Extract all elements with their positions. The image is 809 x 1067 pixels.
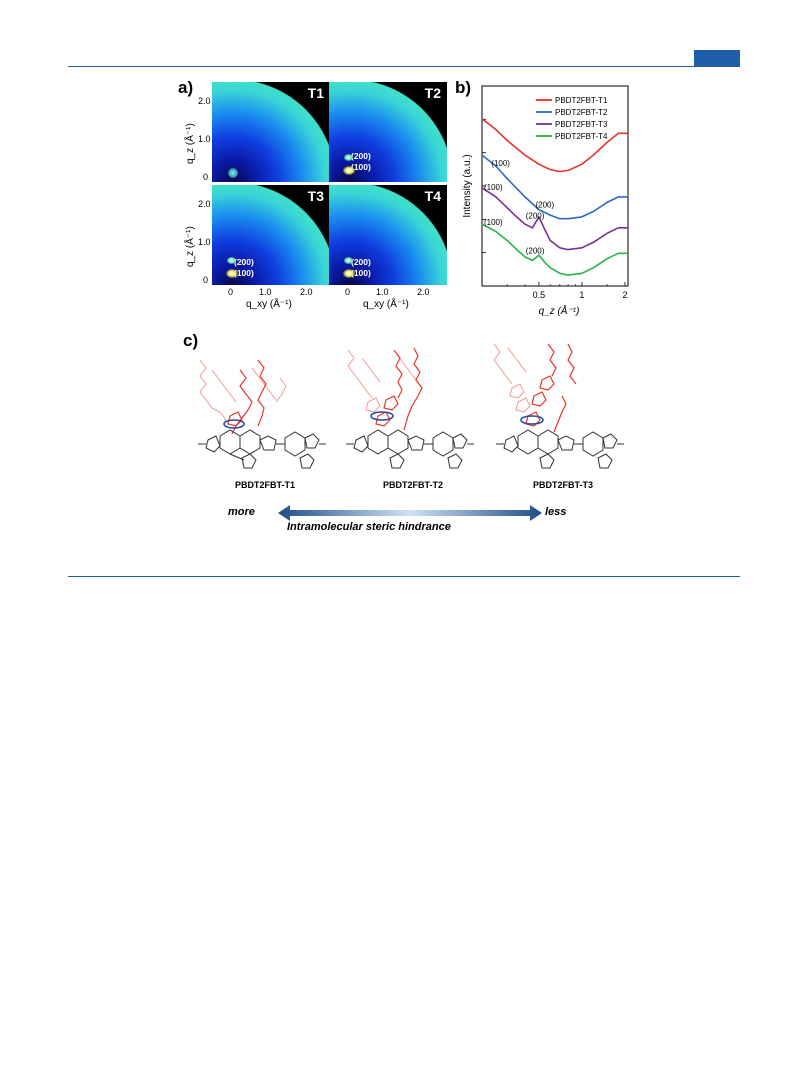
giwaxs-panel-t1: T1	[212, 82, 330, 182]
peak-annotation: (200)	[526, 211, 545, 220]
peak-label-100: (100)	[351, 268, 371, 278]
x-tick: 0	[345, 287, 351, 297]
x-tick-label: 1	[579, 290, 584, 300]
y-tick: 2.0	[198, 199, 211, 209]
arrow-caption: Intramolecular steric hindrance	[287, 521, 451, 533]
x-axis-label-right: q_xy (Å⁻¹)	[363, 299, 409, 310]
intensity-line-chart: 0.5 1 2 q_z (Å⁻¹) Intensity (a.u.) PBDT2FBT-T…	[462, 85, 629, 317]
y-tick: 1.0	[198, 134, 211, 144]
x-tick-label: 0.5	[533, 290, 546, 300]
header-tab	[694, 50, 740, 66]
y-axis-label: Intensity (a.u.)	[462, 154, 473, 217]
legend-entry-4: PBDT2FBT-T4	[555, 132, 608, 141]
y-tick: 2.0	[198, 96, 211, 106]
steric-hindrance-arrow	[278, 505, 542, 521]
peak-spot-100	[343, 269, 355, 278]
molecule-label-t3: PBDT2FBT-T3	[532, 480, 593, 490]
peak-label-100: (100)	[234, 268, 254, 278]
x-tick: 0	[228, 287, 234, 297]
x-tick: 2.0	[300, 287, 313, 297]
arrow-left-label: more	[228, 506, 255, 518]
peak-annotation: (100)	[484, 218, 503, 227]
panel-a-label: a)	[178, 78, 194, 97]
y-tick: 1.0	[198, 237, 211, 247]
y-tick: 0	[203, 275, 209, 285]
molecule-label-t1: PBDT2FBT-T1	[234, 480, 295, 490]
beam-spot	[228, 168, 238, 178]
x-tick: 1.0	[376, 287, 389, 297]
panel-tag: T1	[307, 85, 324, 101]
structure-t2	[346, 347, 474, 469]
panel-c-label: c)	[183, 331, 199, 350]
peak-annotation: (100)	[491, 159, 510, 168]
structure-t3	[493, 343, 624, 469]
peak-label-100: (100)	[351, 162, 371, 172]
panel-b-label: b)	[455, 78, 472, 97]
peak-spot-200	[344, 154, 353, 161]
giwaxs-panel-t3: T3 (200) (100)	[212, 185, 330, 285]
series-line-2	[481, 154, 628, 220]
panel-tag: T3	[307, 188, 324, 204]
peak-annotation: (200)	[535, 200, 554, 209]
series-line-4	[481, 223, 628, 276]
peak-spot-200	[227, 257, 236, 264]
x-axis-label: q_z (Å⁻¹)	[539, 304, 580, 317]
series-line-1	[481, 118, 628, 173]
x-tick: 1.0	[259, 287, 272, 297]
arrow-right-label: less	[545, 506, 567, 518]
peak-spot-100	[343, 166, 355, 175]
structure-t1	[198, 359, 326, 469]
x-axis-label-left: q_xy (Å⁻¹)	[246, 299, 292, 310]
header-rule	[68, 66, 740, 67]
x-tick: 2.0	[417, 287, 430, 297]
legend-entry-2: PBDT2FBT-T2	[555, 108, 608, 117]
peak-spot-100	[226, 269, 238, 278]
legend-entry-3: PBDT2FBT-T3	[555, 120, 608, 129]
peak-label-200: (200)	[351, 151, 371, 161]
giwaxs-panel-t2: T2 (200) (100)	[329, 82, 447, 182]
x-tick-label: 2	[622, 290, 627, 300]
peak-label-200: (200)	[234, 257, 254, 267]
series-line-3	[481, 187, 628, 251]
peak-label-200: (200)	[351, 257, 371, 267]
y-tick: 0	[203, 172, 209, 182]
y-axis-label-bottom: q_z (Å⁻¹)	[185, 226, 196, 267]
panel-tag: T4	[424, 188, 441, 204]
legend-entry-1: PBDT2FBT-T1	[555, 96, 608, 105]
panel-tag: T2	[424, 85, 441, 101]
molecule-label-t2: PBDT2FBT-T2	[382, 480, 443, 490]
polymer-structures	[198, 343, 624, 469]
peak-annotation: (200)	[526, 246, 545, 255]
peak-spot-200	[344, 257, 353, 264]
peak-annotation: (100)	[484, 183, 503, 192]
y-axis-label-top: q_z (Å⁻¹)	[185, 123, 196, 164]
giwaxs-panel-t4: T4 (200) (100)	[329, 185, 447, 285]
footer-rule	[68, 576, 740, 577]
